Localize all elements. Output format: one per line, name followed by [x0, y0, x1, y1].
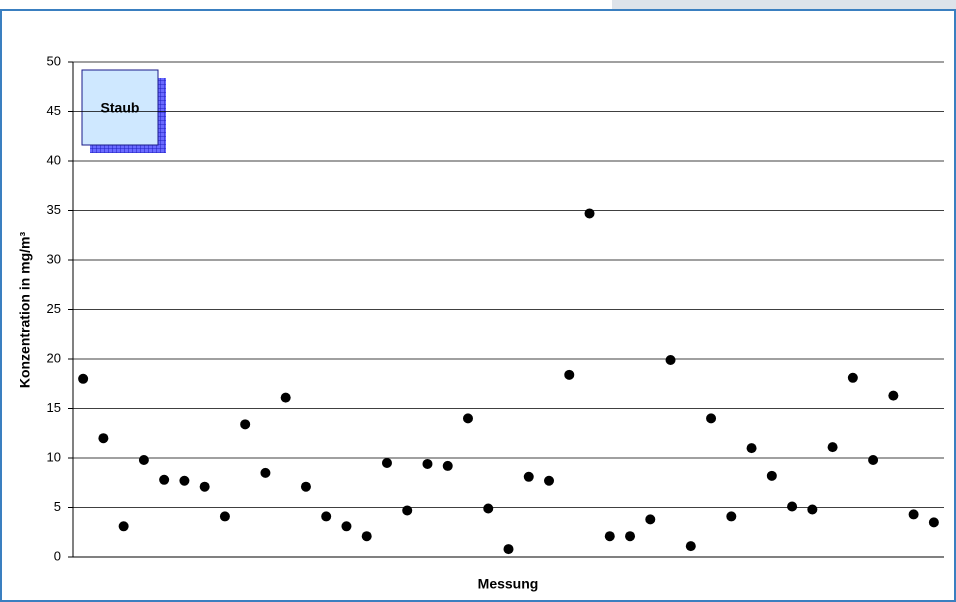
point: [179, 475, 190, 486]
point: [78, 373, 89, 384]
y-tick-label: 35: [47, 202, 61, 217]
point: [462, 413, 473, 424]
point: [564, 369, 575, 380]
point: [827, 442, 838, 453]
point: [442, 460, 453, 471]
point: [625, 531, 636, 542]
point: [260, 467, 271, 478]
point: [321, 511, 332, 522]
point: [280, 392, 291, 403]
point: [645, 514, 656, 525]
point: [503, 544, 514, 555]
point: [787, 501, 798, 512]
point: [807, 504, 818, 515]
y-tick-label: 15: [47, 400, 61, 415]
point: [766, 470, 777, 481]
point: [665, 354, 676, 365]
point: [544, 475, 555, 486]
x-axis-title: Messung: [478, 576, 539, 592]
point: [908, 509, 919, 520]
y-tick-label: 30: [47, 251, 61, 266]
point: [483, 503, 494, 514]
point: [402, 505, 413, 516]
point: [381, 457, 392, 468]
point: [118, 521, 129, 532]
point: [341, 521, 352, 532]
point: [138, 454, 149, 465]
y-tick-label: 50: [47, 53, 61, 68]
point: [928, 517, 939, 528]
y-tick-label: 20: [47, 350, 61, 365]
point: [685, 541, 696, 552]
y-tick-label: 25: [47, 301, 61, 316]
legend-label: Staub: [101, 100, 140, 116]
point: [584, 208, 595, 219]
point: [706, 413, 717, 424]
point: [300, 481, 311, 492]
point: [422, 458, 433, 469]
point: [746, 443, 757, 454]
point: [847, 372, 858, 383]
y-tick-label: 0: [54, 548, 61, 563]
legend-box: [81, 69, 159, 146]
point: [361, 531, 372, 542]
point: [98, 433, 109, 444]
point: [240, 419, 251, 430]
y-axis-title: Konzentration in mg/m³: [17, 232, 33, 389]
point: [523, 471, 534, 482]
point: [219, 511, 230, 522]
point: [199, 481, 210, 492]
frame: [0, 9, 956, 602]
tab: [612, 0, 956, 10]
y-tick-label: 45: [47, 103, 61, 118]
point: [604, 531, 615, 542]
point: [726, 511, 737, 522]
point: [888, 390, 899, 401]
y-tick-label: 40: [47, 152, 61, 167]
point: [868, 454, 879, 465]
y-tick-label: 5: [54, 499, 61, 514]
point: [159, 474, 170, 485]
y-tick-label: 10: [47, 449, 61, 464]
